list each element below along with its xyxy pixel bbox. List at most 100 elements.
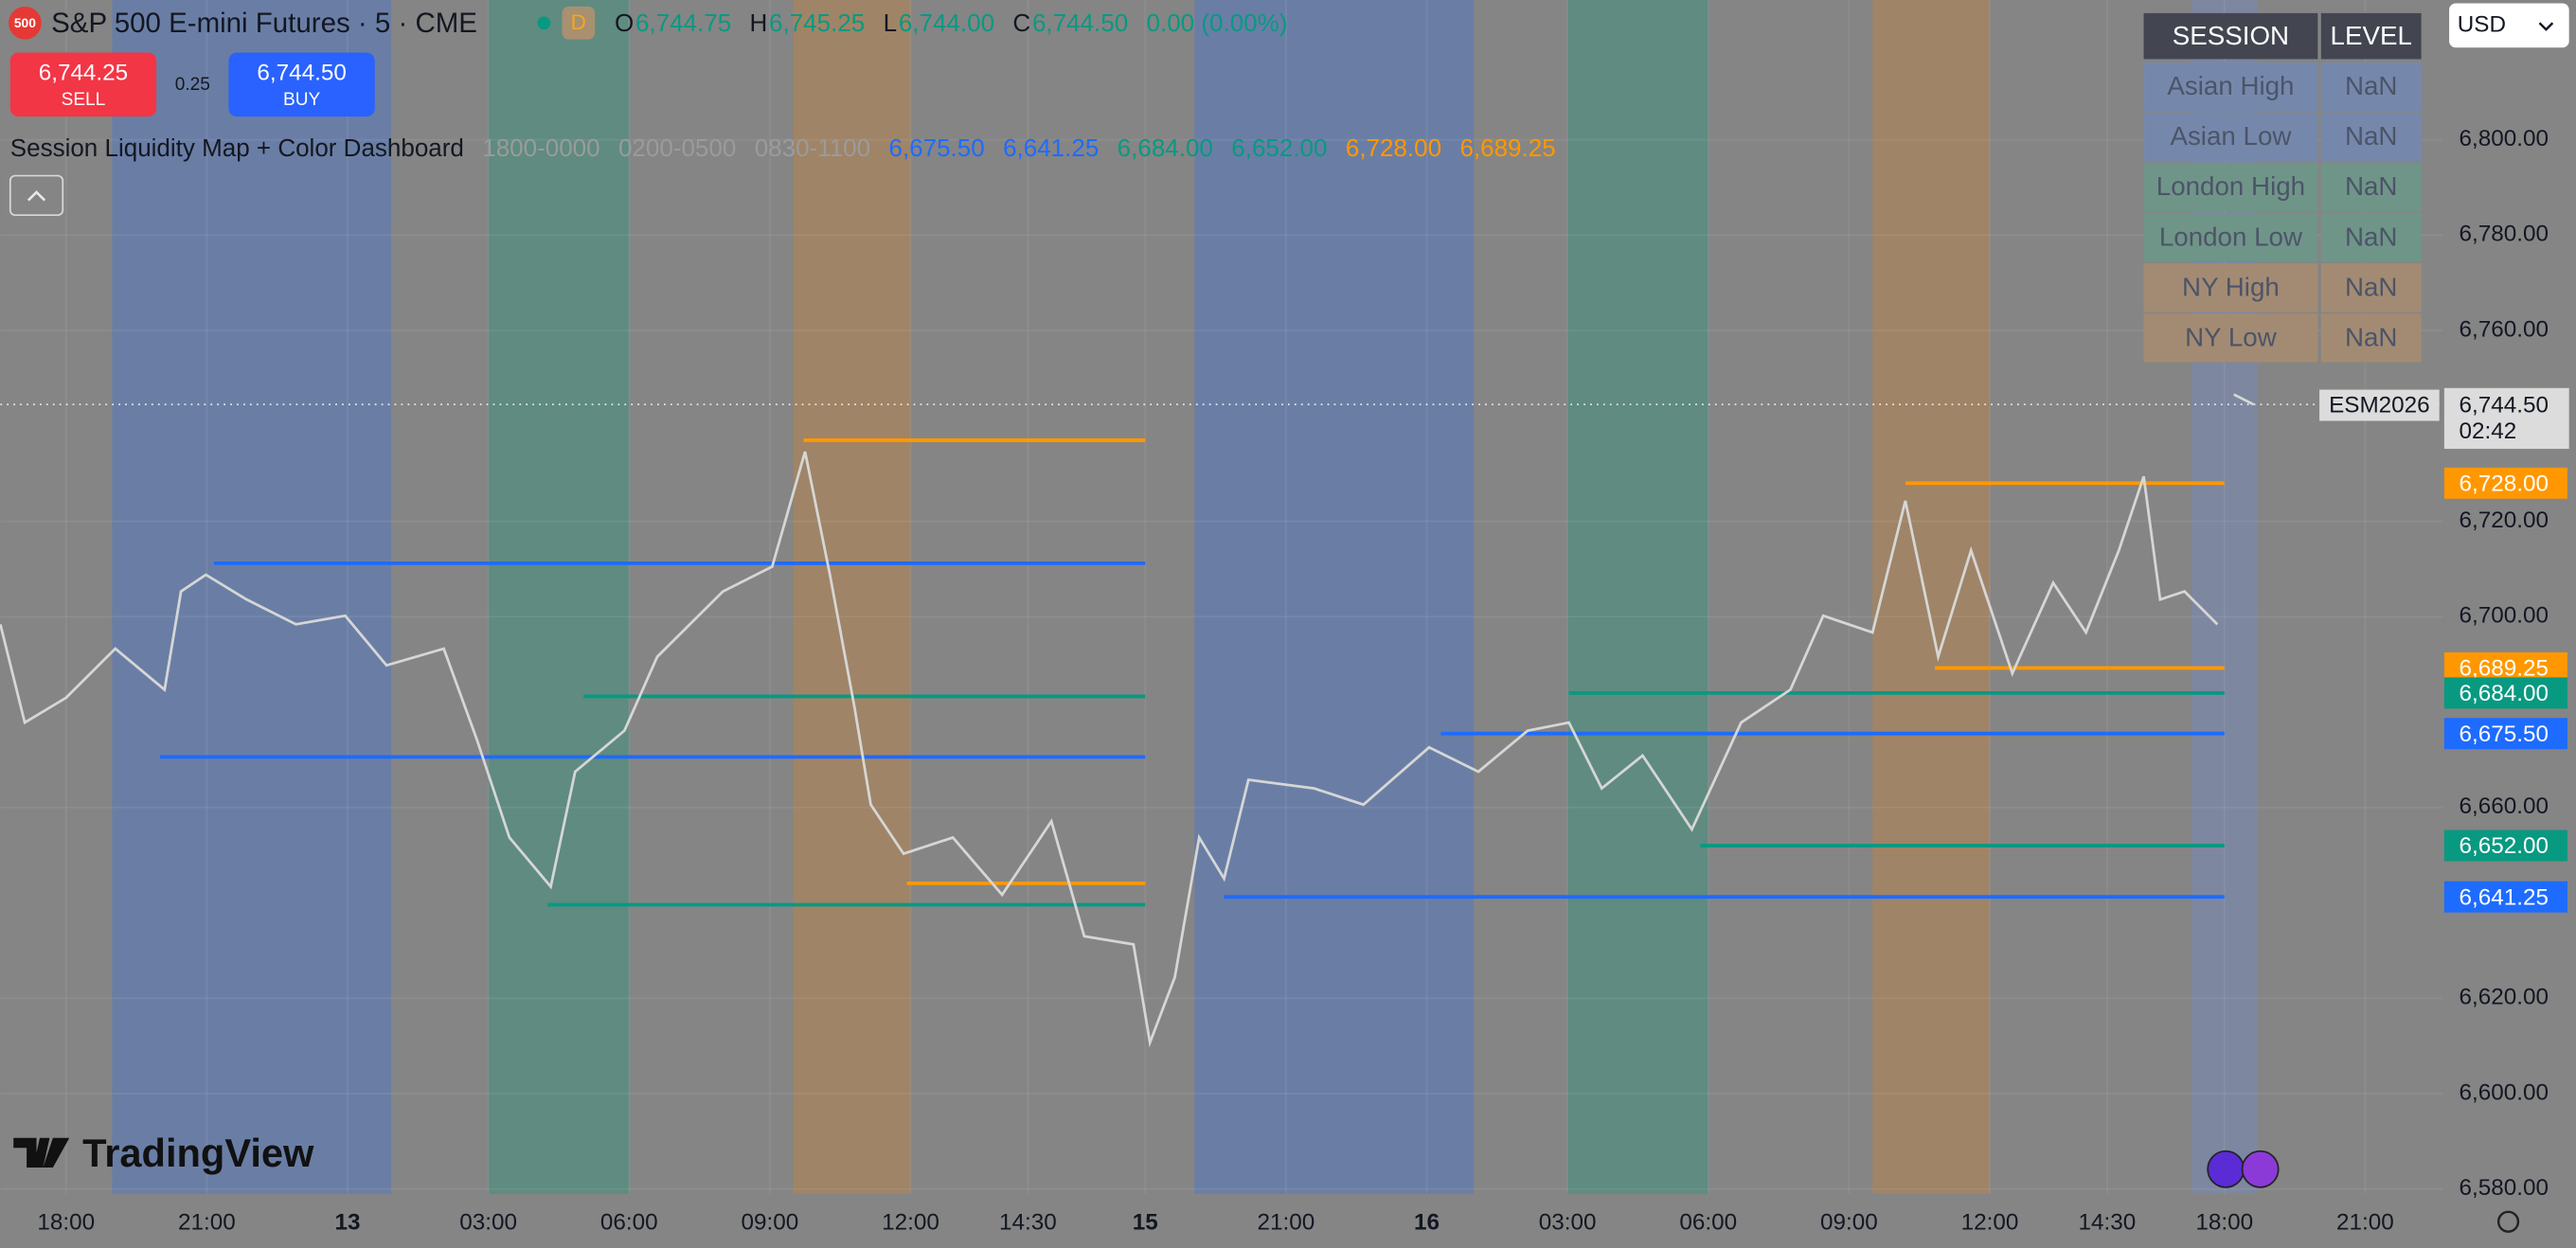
y-tick-label: 6,660.00 xyxy=(2459,793,2548,819)
x-tick-label: 12:00 xyxy=(882,1209,939,1235)
dashboard-cell-text: NaN xyxy=(2345,272,2397,301)
x-tick-label: 06:00 xyxy=(600,1209,658,1235)
y-tick-label: 6,600.00 xyxy=(2459,1079,2548,1105)
ohlc-label: C xyxy=(1012,9,1030,37)
x-tick-label: 12:00 xyxy=(1961,1209,2019,1235)
dashboard-cell xyxy=(2320,163,2422,212)
brand-mark xyxy=(13,1137,70,1168)
y-tick-label: 6,760.00 xyxy=(2459,316,2548,342)
collapse-button[interactable] xyxy=(9,174,64,217)
x-tick-label: 21:00 xyxy=(2336,1209,2394,1235)
collapse-icon xyxy=(27,190,46,202)
indicator-legend: Session Liquidity Map + Color Dashboard … xyxy=(10,134,1556,162)
level-price: 6,641.25 xyxy=(2459,884,2548,910)
indicator-value: 6,728.00 xyxy=(1346,134,1441,162)
dashboard-cell xyxy=(2143,163,2318,212)
indicator-name[interactable]: Session Liquidity Map + Color Dashboard xyxy=(10,134,464,162)
x-tick-label: 06:00 xyxy=(1679,1209,1737,1235)
symbol-title[interactable]: S&P 500 E-mini Futures · 5 · CME xyxy=(51,8,477,39)
dashboard-header: LEVEL xyxy=(2331,21,2412,50)
level-price-box xyxy=(2443,467,2567,499)
last-price-box xyxy=(2443,387,2569,449)
session-band xyxy=(793,0,911,1194)
dashboard-cell-text: Asian High xyxy=(2167,71,2294,100)
dashboard-header: SESSION xyxy=(2173,21,2289,50)
level-price: 6,728.00 xyxy=(2459,471,2548,496)
indicator-value: 6,689.25 xyxy=(1459,134,1555,162)
settings-icon[interactable] xyxy=(2496,1210,2520,1233)
buy-label: BUY xyxy=(283,90,320,110)
dashboard-cell-text: London High xyxy=(2156,171,2305,201)
x-tick-label: 21:00 xyxy=(178,1209,236,1235)
dashboard-cell-text: London Low xyxy=(2159,222,2303,251)
x-tick-label: 21:00 xyxy=(1258,1209,1315,1235)
dashboard-cell xyxy=(2143,313,2318,363)
currency-select[interactable] xyxy=(2449,3,2569,48)
x-tick-label: 14:30 xyxy=(2079,1209,2137,1235)
y-tick-label: 6,800.00 xyxy=(2459,126,2548,152)
countdown: 02:42 xyxy=(2459,419,2516,444)
indicator-value: 6,652.00 xyxy=(1231,134,1327,162)
sell-label: SELL xyxy=(62,90,106,110)
x-tick-label: 18:00 xyxy=(37,1209,95,1235)
buy-button[interactable] xyxy=(228,52,375,117)
x-tick-label: 03:00 xyxy=(1539,1209,1597,1235)
ohlc-label: L xyxy=(884,9,897,37)
logo-text: 500 xyxy=(14,15,36,30)
dashboard-header-cell xyxy=(2143,12,2318,60)
ohlc: O 6,744.75 H 6,745.25 L 6,744.00 C 6,744.50 … xyxy=(615,9,1287,37)
dashboard-cell xyxy=(2143,62,2318,112)
level-price: 6,652.00 xyxy=(2459,833,2548,859)
indicator-input: 0200-0500 xyxy=(618,134,736,162)
change: 0.00 (0.00%) xyxy=(1147,9,1288,37)
sell-button[interactable] xyxy=(9,52,157,117)
dashboard-cell xyxy=(2143,263,2318,312)
x-tick-label: 13 xyxy=(335,1209,361,1235)
dashboard-cell-text: NaN xyxy=(2345,222,2397,251)
dashboard-cell xyxy=(2320,313,2422,363)
ohlc-label: H xyxy=(750,9,768,37)
symbol-tag xyxy=(2319,389,2440,421)
badge-box xyxy=(562,6,596,40)
x-tick-label: 18:00 xyxy=(2195,1209,2253,1235)
dashboard-cell xyxy=(2320,213,2422,262)
badge: D xyxy=(571,10,586,34)
level-price: 6,684.00 xyxy=(2459,681,2548,706)
ohlc-value: 6,744.50 xyxy=(1032,9,1128,37)
x-tick-label: 09:00 xyxy=(1820,1209,1878,1235)
last-price: 6,744.50 xyxy=(2459,392,2548,418)
y-tick-label: 6,580.00 xyxy=(2459,1175,2548,1201)
ohlc-value: 6,744.75 xyxy=(635,9,731,37)
dashboard: SESSION LEVEL Asian High NaN Asian Low NaN Lon… xyxy=(2143,12,2422,363)
dashboard-cell-text: NY High xyxy=(2182,272,2280,301)
dashboard-cell xyxy=(2143,112,2318,162)
level-price-box xyxy=(2443,829,2567,862)
ohlc-value: 6,745.25 xyxy=(769,9,865,37)
indicator-input: 1800-0000 xyxy=(482,134,599,162)
replay-icon[interactable] xyxy=(2241,1150,2280,1188)
currency: USD xyxy=(2458,11,2506,37)
dropdown-arrow xyxy=(2538,22,2554,31)
symbol-logo xyxy=(9,6,42,40)
y-tick-label: 6,620.00 xyxy=(2459,985,2548,1010)
indicator-input: 0830-1100 xyxy=(755,134,870,162)
session-band xyxy=(488,0,630,1194)
dashboard-cell-text: NaN xyxy=(2345,171,2397,201)
dashboard-cell-text: NY Low xyxy=(2185,322,2278,351)
ohlc-value: 6,744.00 xyxy=(899,9,994,37)
alert-icon[interactable] xyxy=(2207,1150,2245,1188)
x-tick-label: 09:00 xyxy=(742,1209,799,1235)
indicator-value: 6,684.00 xyxy=(1118,134,1213,162)
dashboard-cell-text: NaN xyxy=(2345,121,2397,151)
level-price-box xyxy=(2443,881,2567,913)
dashboard-cell-text: NaN xyxy=(2345,322,2397,351)
session-band xyxy=(112,0,392,1194)
symbol-tag-text: ESM2026 xyxy=(2329,392,2430,418)
market-status xyxy=(537,16,551,30)
session-band xyxy=(1194,0,1475,1194)
dashboard-cell-text: NaN xyxy=(2345,71,2397,100)
price-line xyxy=(0,393,2255,1048)
session-band xyxy=(1872,0,1991,1194)
